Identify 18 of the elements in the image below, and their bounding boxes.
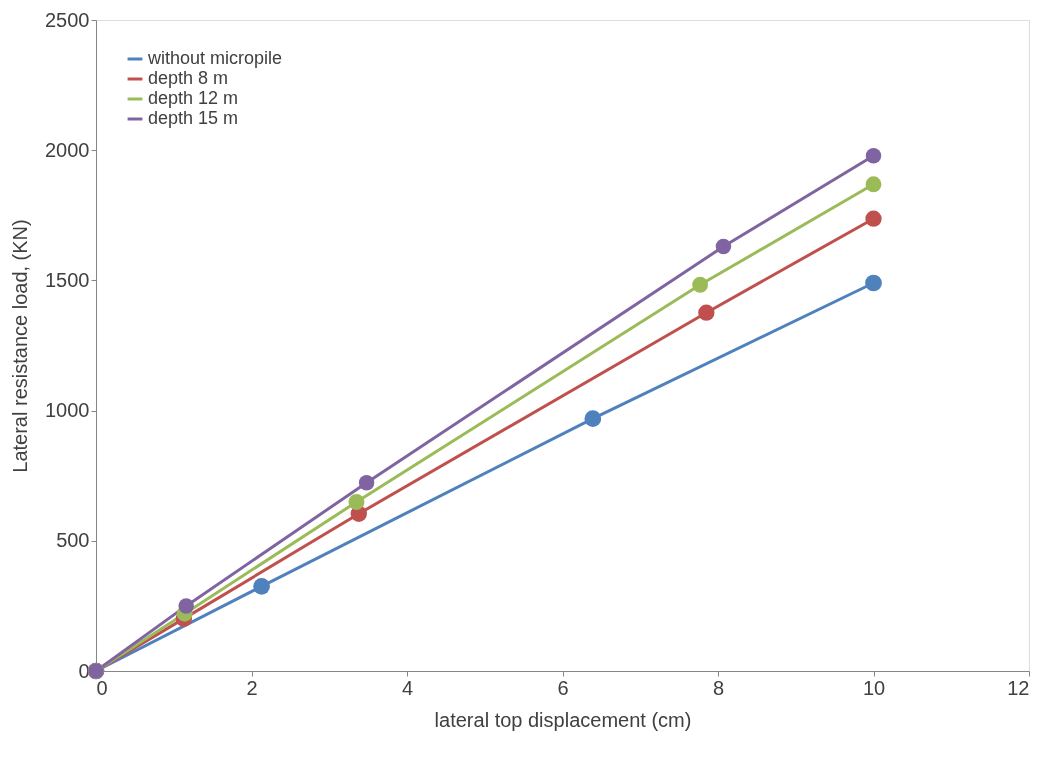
x-tick-label: 8: [712, 676, 725, 699]
x-tick-label: 12: [1007, 676, 1030, 699]
x-tick-label: 2: [246, 676, 258, 699]
x-tick-label: 4: [401, 676, 414, 699]
legend-label: depth 8 m: [148, 68, 229, 88]
y-tick-label: 2000: [45, 138, 90, 161]
y-tick-label: 1000: [45, 399, 90, 422]
legend-label: depth 12 m: [148, 88, 239, 108]
y-tick-label: 1500: [45, 268, 90, 291]
y-tick-label: 500: [56, 529, 90, 552]
x-tick-label: 6: [557, 676, 569, 699]
y-tick-label: 2500: [45, 8, 90, 31]
x-tick-label: 0: [96, 676, 108, 699]
legend-label: without micropile: [147, 48, 283, 68]
x-tick-label: 10: [862, 676, 886, 699]
y-axis-title: Lateral resistance load, (KN): [9, 219, 32, 473]
legend-label: depth 15 m: [148, 108, 239, 128]
x-axis-title: lateral top displacement (cm): [434, 708, 692, 731]
